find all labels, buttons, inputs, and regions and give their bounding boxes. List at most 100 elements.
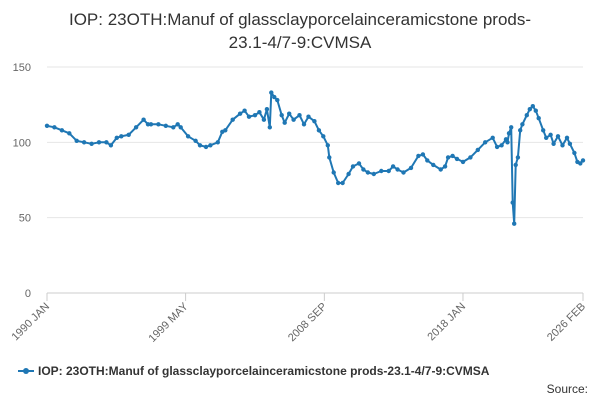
data-point bbox=[544, 135, 549, 140]
data-point bbox=[44, 123, 50, 128]
data-point bbox=[379, 168, 384, 174]
data-point bbox=[197, 143, 203, 148]
data-point bbox=[108, 143, 114, 148]
data-point bbox=[346, 171, 351, 177]
data-point bbox=[572, 150, 577, 156]
source-label: Source: bbox=[546, 382, 588, 396]
data-point bbox=[560, 143, 565, 148]
series-line bbox=[46, 91, 584, 225]
data-point bbox=[52, 125, 57, 130]
data-point bbox=[520, 122, 525, 127]
data-point bbox=[475, 147, 480, 153]
data-point bbox=[272, 94, 277, 100]
data-point bbox=[96, 140, 102, 145]
data-point bbox=[564, 135, 570, 140]
data-point bbox=[490, 135, 495, 140]
data-point bbox=[431, 162, 436, 168]
data-point bbox=[533, 108, 538, 113]
data-point bbox=[578, 161, 583, 166]
data-point bbox=[361, 167, 366, 172]
data-point bbox=[81, 140, 87, 145]
data-point bbox=[331, 170, 336, 175]
data-point bbox=[321, 134, 326, 139]
data-point bbox=[450, 153, 455, 159]
data-point bbox=[408, 165, 414, 171]
data-point bbox=[291, 117, 296, 122]
data-point bbox=[518, 128, 523, 133]
data-point bbox=[494, 144, 500, 150]
data-point bbox=[401, 170, 406, 175]
legend-series-label: IOP: 23OTH:Manuf of glassclayporcelaince… bbox=[38, 364, 490, 378]
x-tick-label: 2008 SEP bbox=[286, 301, 330, 345]
data-point bbox=[515, 155, 521, 160]
data-point bbox=[509, 125, 514, 130]
data-point bbox=[499, 143, 504, 148]
x-tick-label: 2026 FEB bbox=[545, 301, 588, 344]
data-point bbox=[163, 123, 168, 128]
data-point bbox=[171, 125, 176, 130]
data-point bbox=[386, 168, 391, 174]
data-point bbox=[336, 180, 341, 186]
data-point bbox=[505, 140, 510, 145]
chart-title: IOP: 23OTH:Manuf of glassclayporcelaince… bbox=[0, 8, 600, 54]
y-tick-label: 150 bbox=[13, 62, 31, 74]
data-point bbox=[114, 135, 120, 140]
data-point bbox=[193, 138, 198, 143]
data-point bbox=[67, 131, 72, 136]
data-point bbox=[223, 128, 228, 133]
data-point bbox=[390, 164, 396, 169]
data-point bbox=[269, 90, 274, 95]
data-point bbox=[460, 159, 466, 165]
data-point bbox=[468, 155, 473, 160]
data-point bbox=[306, 114, 311, 119]
data-point bbox=[185, 134, 191, 139]
data-point bbox=[536, 116, 541, 121]
data-point bbox=[74, 138, 79, 143]
data-point bbox=[257, 110, 262, 115]
data-point bbox=[316, 128, 322, 133]
legend[interactable]: IOP: 23OTH:Manuf of glassclayporcelaince… bbox=[18, 364, 489, 378]
data-point bbox=[530, 104, 535, 109]
data-point bbox=[510, 200, 515, 205]
chart-title-line-1: IOP: 23OTH:Manuf of glassclayporcelaince… bbox=[68, 10, 532, 29]
data-point bbox=[513, 162, 518, 168]
data-point bbox=[512, 221, 517, 226]
data-point bbox=[175, 122, 180, 127]
data-point bbox=[548, 132, 553, 137]
data-point bbox=[425, 158, 430, 163]
data-point bbox=[327, 155, 332, 160]
data-point bbox=[89, 141, 94, 146]
data-point bbox=[275, 97, 280, 103]
data-point bbox=[230, 117, 235, 122]
data-point bbox=[104, 140, 109, 145]
data-point bbox=[208, 143, 213, 148]
data-point bbox=[301, 122, 307, 127]
data-point bbox=[395, 167, 400, 172]
data-point bbox=[267, 125, 272, 130]
data-point bbox=[567, 141, 573, 146]
data-point bbox=[365, 170, 371, 175]
data-point bbox=[438, 167, 443, 172]
legend-series-marker bbox=[18, 366, 34, 376]
chart-title-line-2: 23.1-4/7-9:CVMSA bbox=[228, 33, 372, 52]
y-tick-label: 100 bbox=[13, 137, 31, 149]
data-point bbox=[555, 134, 561, 139]
data-point bbox=[246, 114, 252, 119]
data-point bbox=[420, 152, 426, 157]
data-point bbox=[59, 128, 65, 133]
data-point bbox=[126, 132, 131, 137]
data-point bbox=[261, 117, 267, 122]
data-point bbox=[340, 180, 345, 186]
data-point bbox=[541, 128, 546, 133]
data-point bbox=[133, 125, 139, 130]
data-point bbox=[141, 117, 146, 122]
data-point bbox=[282, 120, 287, 125]
data-point bbox=[178, 125, 183, 130]
data-point bbox=[237, 111, 243, 116]
data-point bbox=[445, 155, 451, 160]
data-point bbox=[356, 161, 362, 166]
data-point bbox=[454, 156, 460, 162]
data-point bbox=[416, 153, 421, 159]
x-tick-label: 1999 MAY bbox=[146, 300, 191, 345]
